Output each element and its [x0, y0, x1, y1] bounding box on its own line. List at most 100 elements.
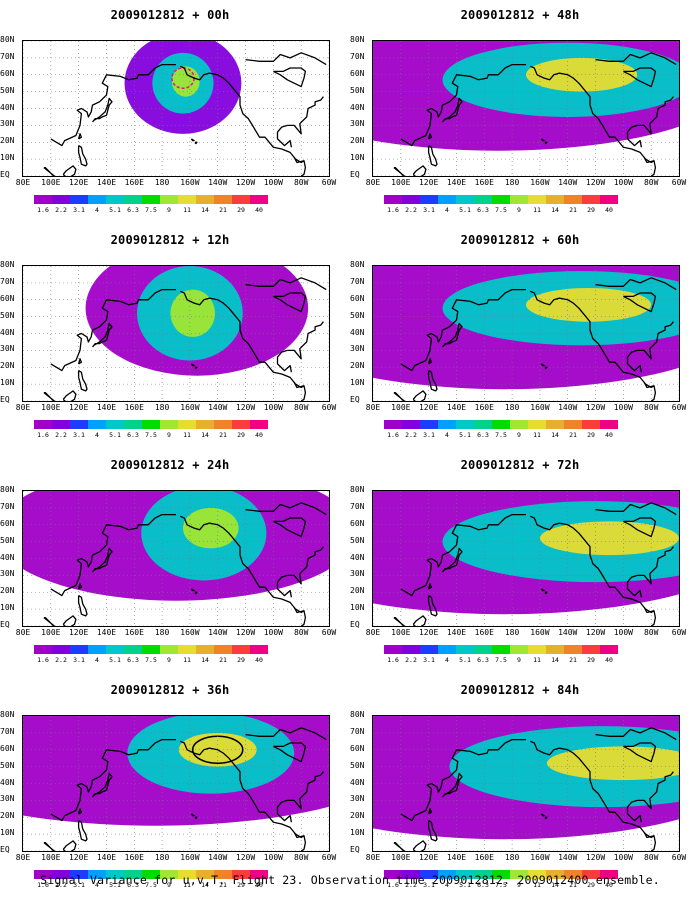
lat-tick-label: 70N [0, 276, 15, 286]
coastline [190, 588, 195, 592]
colorbar-level-label: 11 [183, 431, 191, 439]
coastline [623, 292, 657, 313]
colorbar-level-label: 3.1 [73, 431, 85, 439]
lat-tick-label: 50N [350, 310, 365, 320]
colorbar-swatch [160, 645, 178, 654]
lat-tick-label: 70N [350, 501, 365, 511]
lon-tick-label: 100W [613, 178, 633, 187]
coastline [245, 502, 327, 516]
colorbar-swatch [456, 420, 474, 429]
colorbar-level-label: 40 [605, 881, 613, 889]
colorbar-swatch [402, 645, 420, 654]
lat-tick-label: 80N [0, 260, 15, 269]
lat-tick-label: 70N [0, 501, 15, 511]
lon-tick-label: 160E [124, 853, 144, 862]
lon-tick-label: 140E [96, 853, 117, 862]
colorbar-labels: 1.6 2.2 3.1 4 5.1 6.3 7.5 9 11 14 21 29 40 [384, 207, 654, 215]
colorbar-level-label: 4 [95, 881, 99, 889]
coastline [50, 513, 176, 597]
lon-tick-label: 120E [418, 628, 439, 637]
lat-tick-label: 10N [350, 828, 365, 838]
coastline [595, 52, 677, 66]
colorbar-level-label: 11 [533, 431, 541, 439]
lon-tick-label: 80E [15, 628, 31, 637]
coastline [427, 370, 438, 392]
latitude-axis: 80N 70N 60N 50N 40N 30N 20N 10N EQ [0, 36, 22, 179]
coastline [412, 840, 427, 851]
colorbar-level-label: 5.1 [109, 881, 121, 889]
lat-tick-label: EQ [350, 395, 360, 404]
panel-title: 2009012812 + 24h [110, 458, 230, 472]
colorbar-swatch [384, 870, 402, 879]
lon-tick-label: 180 [504, 178, 520, 187]
lon-tick-label: 120E [68, 628, 89, 637]
coastline [529, 290, 655, 389]
colorbar-swatch [250, 870, 268, 879]
colorbar-swatch [420, 195, 438, 204]
map-area [372, 40, 680, 177]
colorbar-level-label: 29 [237, 881, 245, 889]
coastline [623, 517, 657, 538]
colorbar [34, 420, 268, 429]
colorbar-swatch [124, 870, 142, 879]
lon-tick-label: 80W [293, 628, 309, 637]
colorbar-level-label: 2.2 [405, 881, 417, 889]
colorbar-swatch [438, 870, 456, 879]
lat-tick-label: 80N [0, 35, 15, 44]
lat-tick-label: 10N [350, 603, 365, 613]
colorbar-level-label: 5.1 [459, 206, 471, 214]
lat-tick-label: 40N [0, 552, 15, 562]
coastline [62, 615, 77, 626]
coastline [643, 382, 657, 401]
lat-tick-label: 40N [350, 777, 365, 787]
coastline [62, 840, 77, 851]
colorbar-swatch [214, 645, 232, 654]
lon-tick-label: 140W [558, 178, 578, 187]
lon-tick-label: 160E [474, 628, 494, 637]
colorbar-swatch [438, 645, 456, 654]
colorbar-level-label: 11 [533, 656, 541, 664]
colorbar-swatch [582, 195, 600, 204]
coastline [50, 738, 176, 822]
colorbar-swatch [196, 420, 214, 429]
variance-map [373, 266, 679, 401]
coastline [427, 358, 433, 365]
coastline [544, 366, 548, 370]
lat-tick-label: 20N [0, 586, 15, 596]
lon-tick-label: 100W [613, 628, 633, 637]
lat-tick-label: 20N [350, 361, 365, 371]
lon-tick-label: 140W [208, 853, 228, 862]
colorbar-swatch [492, 870, 510, 879]
coastline [626, 124, 643, 148]
variance-blob-5-2 [539, 521, 679, 556]
colorbar-swatch [420, 870, 438, 879]
coastline [245, 52, 327, 66]
panel-title: 2009012812 + 00h [110, 8, 230, 22]
colorbar-swatch [582, 870, 600, 879]
colorbar-level-label: 2.2 [405, 206, 417, 214]
colorbar-swatch [528, 645, 546, 654]
coastline [540, 588, 545, 592]
lon-tick-label: 100W [263, 628, 283, 637]
colorbar-level-label: 2.2 [405, 656, 417, 664]
panel-title: 2009012812 + 84h [460, 683, 580, 697]
lat-tick-label: 30N [350, 794, 365, 804]
coastline [623, 67, 657, 88]
colorbar-swatch [564, 420, 582, 429]
colorbar-level-label: 21 [569, 656, 577, 664]
colorbar-swatch [52, 645, 70, 654]
colorbar-level-label: 9 [517, 881, 521, 889]
colorbar-swatch [474, 870, 492, 879]
panel-title: 2009012812 + 36h [110, 683, 230, 697]
longitude-axis: 80E 100E 120E 140E 160E 180 160W 140W 120W 100W 80… [366, 178, 686, 188]
colorbar-level-label: 21 [219, 656, 227, 664]
lon-tick-label: 120W [585, 403, 606, 412]
coastline [77, 595, 88, 617]
lon-tick-label: 180 [504, 853, 520, 862]
lon-tick-label: 140W [558, 628, 578, 637]
colorbar-swatch [402, 195, 420, 204]
coastline [427, 820, 438, 842]
lon-tick-label: 120W [585, 178, 606, 187]
colorbar-level-label: 21 [219, 206, 227, 214]
colorbar-level-label: 4 [445, 881, 449, 889]
